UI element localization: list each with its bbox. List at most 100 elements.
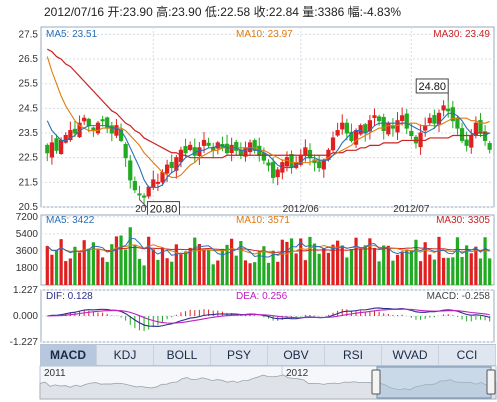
candle-body	[59, 139, 64, 154]
annotation-box	[415, 78, 449, 94]
candle-body	[459, 128, 465, 141]
volume-bar	[137, 258, 142, 285]
candle-body	[455, 117, 460, 129]
tab-rsi[interactable]: RSI	[325, 345, 382, 365]
volume-bar	[331, 244, 335, 285]
quote-high: 23.90	[171, 5, 202, 19]
ma10-line	[46, 56, 490, 178]
volume-bar	[336, 240, 340, 285]
volume-bar	[469, 253, 473, 285]
tab-macd[interactable]: MACD	[40, 345, 97, 365]
candle-body	[146, 186, 151, 197]
candle-body	[284, 157, 290, 167]
volume-bar	[170, 261, 174, 285]
candle-body	[335, 130, 340, 136]
volume-bar	[110, 244, 114, 285]
candle-body	[423, 125, 428, 131]
candle-body	[86, 118, 91, 127]
quote-open: 23.90	[122, 5, 153, 19]
volume-bar	[151, 249, 155, 285]
volume-bar	[64, 261, 68, 285]
volume-bar	[405, 249, 409, 285]
volume-tick-label: 7200	[16, 212, 39, 223]
macd-tick-label: -1.227	[10, 337, 39, 348]
candle-body	[372, 115, 377, 118]
volume-legend-ma10: MA10: 3571	[236, 215, 290, 226]
candle-body	[229, 144, 234, 154]
volume-bar	[225, 244, 229, 285]
candle-body	[270, 162, 276, 178]
candle-body	[400, 115, 405, 121]
volume-bar	[262, 246, 266, 285]
price-tick-label: 21.5	[19, 177, 39, 188]
volume-bar	[395, 254, 400, 285]
candle-body	[381, 116, 386, 132]
volume-bar	[294, 253, 298, 285]
volume-bar	[400, 252, 404, 285]
candle-body	[390, 126, 396, 129]
price-tick-label: 20.5	[19, 202, 39, 213]
candle-body	[487, 143, 492, 150]
volume-bar	[100, 257, 105, 285]
indicator-tabs: MACD KDJ BOLL PSY OBV RSI WVAD CCI	[40, 344, 496, 366]
tab-kdj[interactable]: KDJ	[97, 345, 154, 365]
volume-bar	[465, 245, 469, 285]
overview-tick-label: 2011	[44, 368, 66, 379]
tab-boll[interactable]: BOLL	[154, 345, 211, 365]
overview-range-selection	[376, 366, 492, 399]
volume-bar	[488, 258, 492, 285]
volume-bar	[54, 250, 59, 285]
volume-bar	[354, 237, 358, 285]
tab-cci[interactable]: CCI	[439, 345, 496, 365]
volume-bar	[266, 262, 271, 285]
candle-body	[155, 181, 161, 184]
volume-legend-ma30: MA30: 3305	[436, 215, 490, 226]
volume-bar	[428, 254, 432, 285]
volume-bar	[174, 244, 178, 285]
volume-bar	[119, 235, 123, 285]
price-tick-label: 26.5	[19, 54, 39, 65]
macd-legend-dif: DIF: 0.128	[46, 291, 93, 302]
macd-legend-macd: MACD: -0.258	[427, 291, 491, 302]
volume-bar	[45, 245, 49, 285]
candle-body	[238, 149, 243, 156]
quote-summary: 2012/07/16 开:23.90 高:23.90 低:22.58 收:22.…	[44, 5, 402, 19]
volume-bar	[77, 252, 82, 285]
volume-bar	[183, 251, 188, 285]
volume-tick-label: 1800	[16, 263, 39, 274]
candle-body	[118, 129, 124, 141]
price-panel	[40, 26, 495, 208]
volume-bar	[437, 236, 441, 285]
annotation-leader	[139, 199, 148, 208]
macd-legend-dea: DEA: 0.256	[236, 291, 288, 302]
candle-body	[114, 125, 119, 136]
volume-bar	[253, 262, 257, 285]
volume-bar	[188, 247, 192, 285]
tab-psy[interactable]: PSY	[211, 345, 268, 365]
volume-bar	[382, 245, 386, 285]
candle-body	[317, 161, 322, 169]
dea-line	[47, 308, 490, 324]
volume-legend-ma5: MA5: 3422	[46, 215, 95, 226]
overview-right-handle[interactable]	[486, 369, 496, 395]
candle-body	[95, 122, 101, 134]
macd-tick-label: 1.227	[13, 285, 38, 296]
candle-body	[261, 152, 267, 161]
quote-volume: 3386	[317, 5, 345, 19]
tab-obv[interactable]: OBV	[268, 345, 325, 365]
volume-bar	[73, 246, 77, 285]
candle-body	[275, 169, 280, 178]
overview-left-handle[interactable]	[371, 369, 381, 395]
volume-bar	[160, 247, 165, 285]
candle-body	[395, 120, 400, 133]
tab-wvad[interactable]: WVAD	[382, 345, 439, 365]
macd-tick-label: 0.000	[13, 311, 38, 322]
volume-bar	[206, 249, 211, 285]
volume-bar	[285, 241, 289, 285]
candle-body	[344, 122, 349, 134]
price-tick-label: 25.5	[19, 79, 39, 90]
price-legend-ma30: MA30: 23.49	[433, 29, 490, 40]
candle-body	[224, 143, 230, 154]
volume-bar	[345, 257, 349, 285]
volume-bar	[432, 259, 437, 285]
